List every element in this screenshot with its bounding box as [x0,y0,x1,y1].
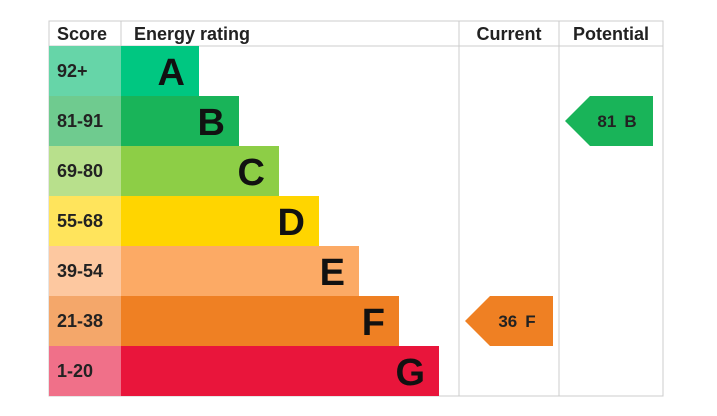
potential-arrow-label: 81 B [597,112,636,131]
rating-letter: E [320,252,345,294]
score-label: 81-91 [57,111,103,131]
rating-bar [121,146,279,196]
score-label: 92+ [57,61,88,81]
current-arrow [465,296,553,346]
rating-bar [121,96,239,146]
rating-letter: C [238,152,265,194]
rating-letter: F [525,312,535,331]
score-cell [49,296,121,346]
potential-arrow [565,96,653,146]
score-cell [49,96,121,146]
current-arrow-label: 36 F [498,312,535,331]
rating-letter: B [624,112,636,131]
rating-bar [121,196,319,246]
rating-letter: G [395,352,425,394]
score-cell [49,246,121,296]
rating-bar [121,246,359,296]
rating-letter: F [362,302,385,344]
rating-letter: B [198,102,225,144]
rating-bar [121,296,399,346]
score-cell [49,346,121,396]
score-label: 1-20 [57,361,93,381]
score-label: 69-80 [57,161,103,181]
score-label: 39-54 [57,261,103,281]
rating-letter: D [278,202,305,244]
score-cell [49,46,121,96]
score-label: 21-38 [57,311,103,331]
score-label: 55-68 [57,211,103,231]
rating-value: 36 [498,312,517,331]
rating-bar [121,46,199,96]
rating-letter: A [158,52,185,94]
header-score: Score [57,24,107,44]
rating-bar [121,346,439,396]
header-rating: Energy rating [134,24,250,44]
header-potential: Potential [573,24,649,44]
rating-value: 81 [597,112,616,131]
score-cell [49,146,121,196]
header-current: Current [476,24,541,44]
score-cell [49,196,121,246]
